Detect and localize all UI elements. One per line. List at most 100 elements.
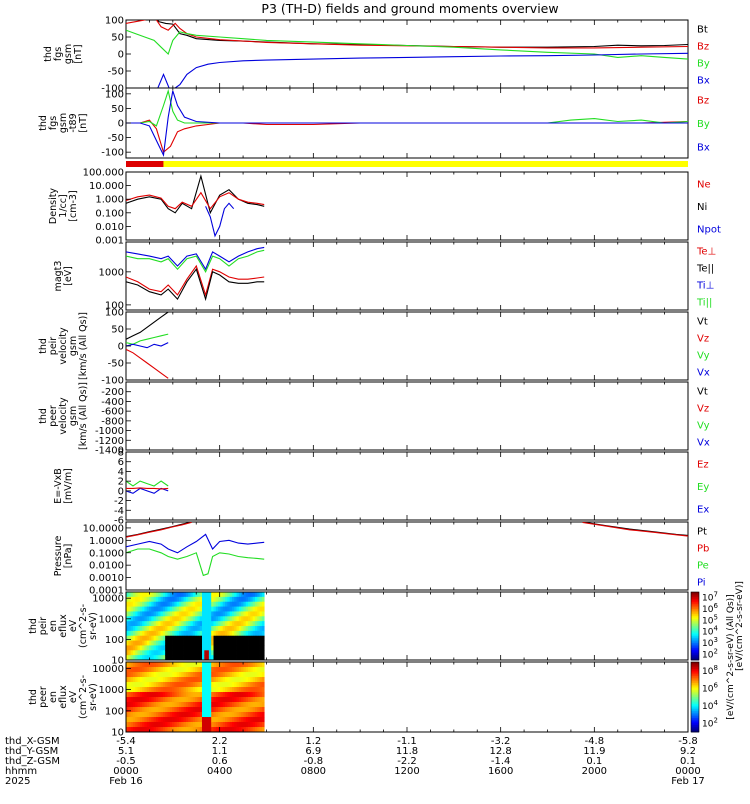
peir_en_eflux-cell bbox=[132, 606, 136, 612]
peer_en_eflux-cell bbox=[241, 677, 244, 683]
peir_en_eflux-cell bbox=[248, 650, 251, 656]
xaxis-tick-z-gsm: -2.2 bbox=[397, 756, 417, 767]
peir_en_eflux-cell bbox=[220, 601, 224, 607]
peer_en_eflux-cell bbox=[248, 692, 251, 698]
peer_en_eflux-cell bbox=[155, 682, 159, 688]
peir_en_eflux-cell bbox=[149, 621, 152, 627]
xaxis-tick-x-gsm: -5.4 bbox=[116, 736, 136, 747]
peir_en_eflux-cell bbox=[195, 626, 198, 632]
peer_en_eflux-cell bbox=[231, 727, 235, 733]
peir_en_eflux-cell bbox=[128, 592, 131, 598]
peer_en_eflux-cell bbox=[183, 687, 187, 693]
peir_en_eflux-cell bbox=[243, 592, 247, 598]
peer_en_eflux-cell bbox=[243, 667, 247, 673]
peir_en_eflux-cell bbox=[243, 606, 247, 612]
peer_en_eflux-cell bbox=[169, 697, 173, 703]
peer_en_eflux-cell bbox=[126, 727, 129, 733]
peer_en_eflux-cell bbox=[252, 702, 256, 708]
peer_en_eflux-cell bbox=[204, 702, 207, 708]
peer_en_eflux-ylabel-line: (cm^2-s- bbox=[78, 675, 89, 719]
peir_en_eflux-cell bbox=[181, 611, 184, 617]
peir_en_eflux-cell bbox=[254, 611, 258, 617]
xaxis-tick-y-gsm: 11.9 bbox=[583, 746, 605, 757]
peer_en_eflux-cell bbox=[160, 707, 164, 713]
peer_en_eflux-cell bbox=[142, 662, 145, 668]
peir_en_eflux-cell bbox=[137, 635, 141, 641]
peir_en_eflux-cell bbox=[135, 655, 138, 661]
peer_en_eflux-cell bbox=[215, 672, 219, 678]
peer_en_eflux-cell bbox=[132, 682, 136, 688]
peer_en_eflux-colorbar-cell bbox=[691, 662, 699, 665]
peir_en_eflux-cell bbox=[185, 621, 189, 627]
peir_en_eflux-cell bbox=[257, 635, 260, 641]
peir_en_eflux-cell bbox=[172, 650, 175, 656]
peer_en_eflux-cell bbox=[181, 717, 184, 723]
peer_en_eflux-cell bbox=[144, 677, 148, 683]
peer_en_eflux-cell bbox=[195, 702, 198, 708]
peir_en_eflux-cell bbox=[213, 616, 217, 622]
fgs_gsm_t89-ytick-label: 100 bbox=[105, 89, 124, 100]
peir_en_eflux-colorbar-cell bbox=[691, 624, 699, 627]
peer_en_eflux-cell bbox=[254, 702, 258, 708]
fgs_gsm_t89-ytick-label: 50 bbox=[111, 104, 124, 115]
peir_en_eflux-cell bbox=[261, 592, 265, 598]
peir_en_eflux-cell bbox=[178, 596, 182, 603]
peer_en_eflux-cell bbox=[167, 727, 171, 733]
peir_en_eflux-cell bbox=[220, 655, 224, 661]
peir_en_eflux-cell bbox=[185, 655, 189, 661]
peer_en_eflux-cell bbox=[183, 707, 187, 713]
peer_en_eflux-cell bbox=[211, 707, 214, 713]
peer_en_eflux-cell bbox=[153, 722, 157, 728]
peir_en_eflux-cell bbox=[238, 645, 242, 651]
peir_en_eflux-cell bbox=[149, 626, 152, 632]
peir_en_eflux-cell bbox=[252, 616, 256, 622]
peir_en_eflux-cell bbox=[137, 655, 141, 661]
peir_en_eflux-cell bbox=[160, 601, 164, 607]
peer_en_eflux-cell bbox=[261, 667, 265, 673]
peir_en_eflux-cell bbox=[213, 621, 217, 627]
peir_en_eflux-cell bbox=[225, 621, 228, 627]
peer_en_eflux-cell bbox=[139, 692, 143, 698]
peir_en_eflux-cell bbox=[231, 645, 235, 651]
peer_en_eflux-cell bbox=[146, 712, 150, 718]
peir_en_eflux-cell bbox=[142, 621, 145, 627]
peir_en_eflux-cell bbox=[204, 635, 207, 641]
peir_en_eflux-cell bbox=[227, 640, 231, 646]
peer_en_eflux-cell bbox=[241, 662, 244, 668]
peer_en_eflux-cell bbox=[254, 717, 258, 723]
peer_en_eflux-cell bbox=[248, 702, 251, 708]
peir_en_eflux-cell bbox=[144, 645, 148, 651]
peer_en_eflux-cell bbox=[130, 687, 134, 693]
peer_en_eflux-cell bbox=[132, 672, 136, 678]
peir_en_eflux-cell bbox=[142, 611, 145, 617]
peer_en_eflux-cell bbox=[158, 662, 161, 668]
density-ylabel-line: 1/cc] bbox=[58, 194, 69, 217]
peir_en_eflux-cell bbox=[227, 635, 231, 641]
peer_en_eflux-cell bbox=[190, 717, 194, 723]
peer_en_eflux-cell bbox=[126, 717, 129, 723]
fgs_gsm_t89-ylabel-line: -t89 bbox=[68, 113, 79, 132]
peer_en_eflux-cell bbox=[218, 707, 221, 713]
peir_en_eflux-cell bbox=[197, 635, 201, 641]
peir_en_eflux-cell bbox=[137, 601, 141, 607]
peir_en_eflux-cell bbox=[172, 616, 175, 622]
peer_en_eflux-cell bbox=[169, 727, 173, 733]
peir_en_eflux-cell bbox=[126, 650, 129, 656]
peir_en_eflux-ytick-label: 1000 bbox=[99, 614, 124, 625]
peer_en_eflux-cell bbox=[243, 722, 247, 728]
peir_en_eflux-cell bbox=[201, 645, 205, 651]
peer_en_eflux-colorbar-cell bbox=[691, 705, 699, 708]
peir_en_eflux-cell bbox=[132, 635, 136, 641]
peer_en_eflux-cell bbox=[188, 687, 191, 693]
peer_en_eflux-cell bbox=[259, 672, 263, 678]
fgs_gsm-ylabel-line: [nT] bbox=[73, 44, 84, 63]
peir_en_eflux-cell bbox=[135, 626, 138, 632]
peer_en_eflux-cell bbox=[254, 687, 258, 693]
peir_en_eflux-cell bbox=[201, 640, 205, 646]
peer_en_eflux-cell bbox=[176, 697, 180, 703]
peir_en_eflux-cell bbox=[132, 630, 136, 637]
peir_en_eflux-colorbar-cell bbox=[691, 644, 699, 647]
peir_en_eflux-cell bbox=[218, 640, 221, 646]
peer_en_eflux-cell bbox=[218, 677, 221, 683]
peer_en_eflux-colorbar-cell bbox=[691, 688, 699, 691]
